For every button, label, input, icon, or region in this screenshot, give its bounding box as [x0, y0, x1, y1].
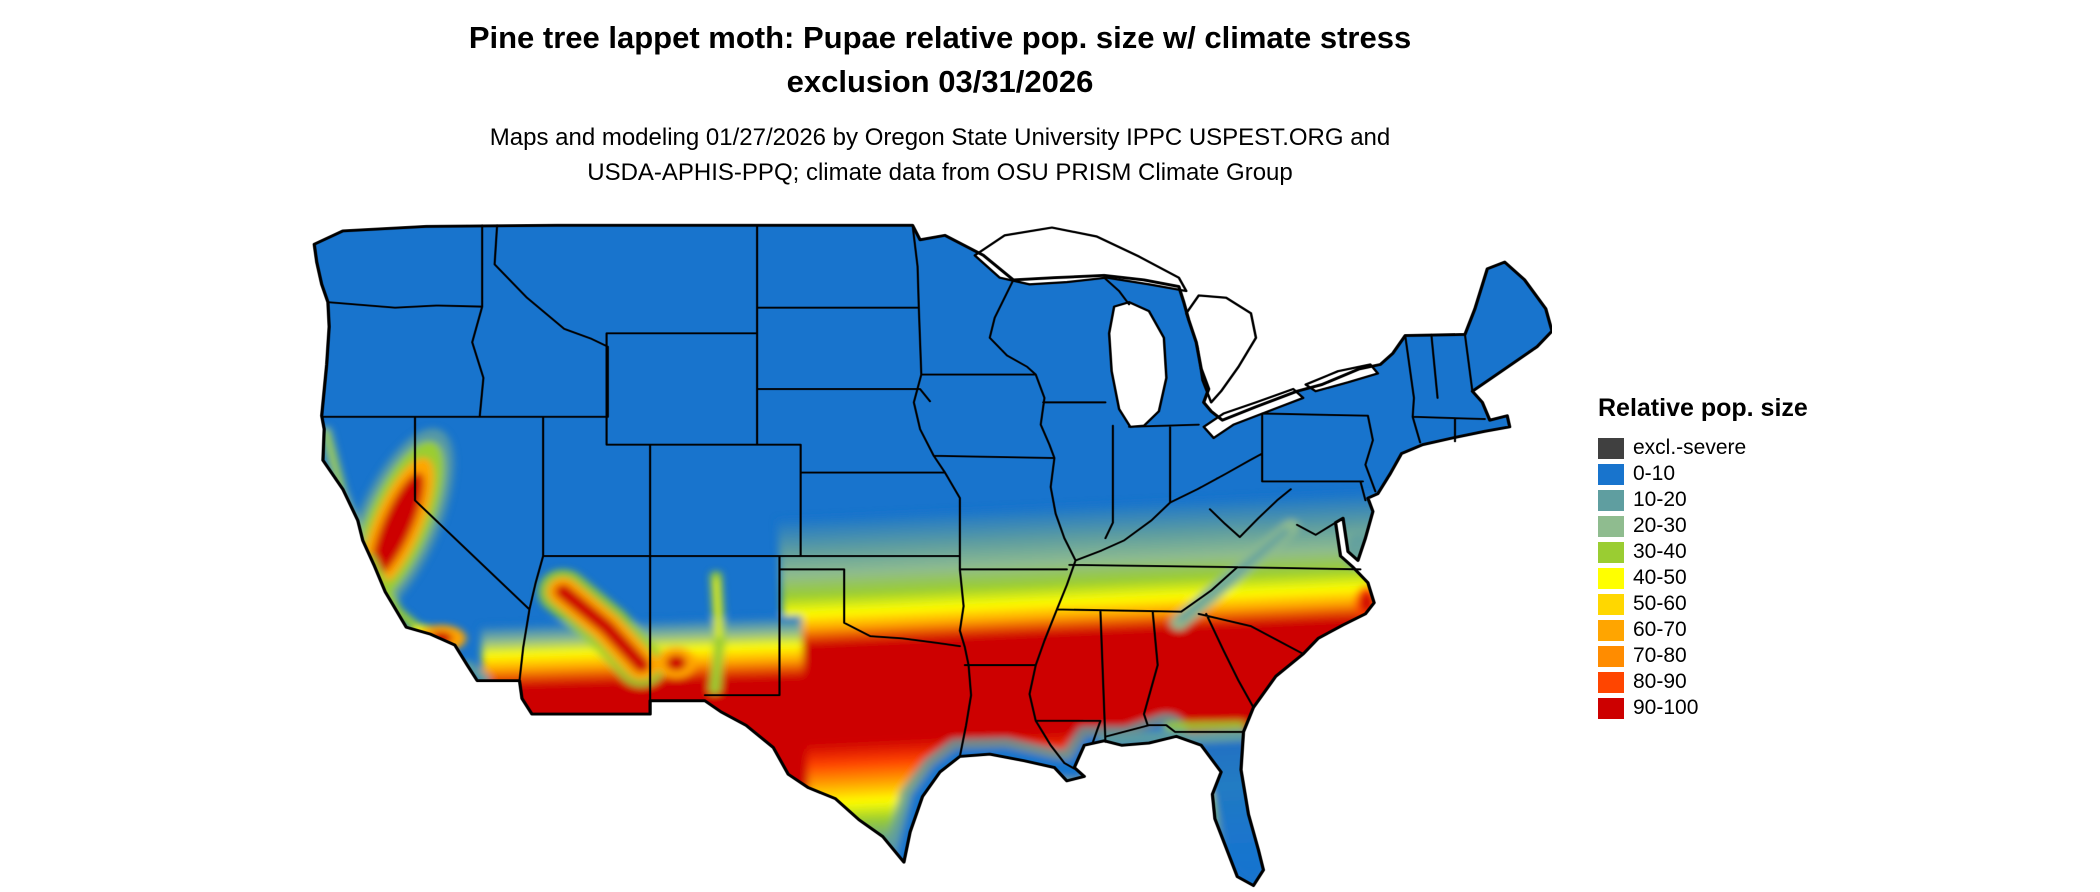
- legend-swatch: [1598, 593, 1624, 615]
- legend-label: 30-40: [1633, 540, 1687, 563]
- legend-swatch: [1598, 463, 1624, 485]
- legend-label: 70-80: [1633, 644, 1687, 667]
- us-map: [308, 222, 1552, 890]
- legend-item: 0-10: [1598, 461, 1808, 487]
- title-line-2: exclusion 03/31/2026: [786, 64, 1094, 99]
- legend-label: 50-60: [1633, 592, 1687, 615]
- legend-swatch: [1598, 671, 1624, 693]
- legend-swatch: [1598, 645, 1624, 667]
- legend-item: excl.-severe: [1598, 435, 1808, 461]
- legend-label: 60-70: [1633, 618, 1687, 641]
- page-title: Pine tree lappet moth: Pupae relative po…: [240, 16, 1640, 104]
- title-line-1: Pine tree lappet moth: Pupae relative po…: [468, 20, 1412, 55]
- legend-item: 90-100: [1598, 695, 1808, 721]
- legend-item: 50-60: [1598, 591, 1808, 617]
- legend-label: 20-30: [1633, 514, 1687, 537]
- subtitle-line-2: USDA-APHIS-PPQ; climate data from OSU PR…: [587, 159, 1293, 186]
- legend-label: 10-20: [1633, 488, 1687, 511]
- us-outline: [312, 223, 1552, 887]
- legend-item: 10-20: [1598, 487, 1808, 513]
- legend-swatch: [1598, 567, 1624, 589]
- lake-erie: [1202, 387, 1305, 440]
- legend-item: 60-70: [1598, 617, 1808, 643]
- legend-swatch: [1598, 697, 1624, 719]
- legend-label: 40-50: [1633, 566, 1687, 589]
- lake-michigan: [1107, 301, 1168, 428]
- legend-label: excl.-severe: [1633, 436, 1747, 459]
- legend-swatch: [1598, 541, 1624, 563]
- legend-swatch: [1598, 489, 1624, 511]
- legend-swatch: [1598, 437, 1624, 459]
- state-boundaries: [320, 224, 1486, 770]
- legend-item: 80-90: [1598, 669, 1808, 695]
- lake-superior: [973, 226, 1188, 293]
- legend-title: Relative pop. size: [1598, 394, 1808, 422]
- legend-item: 20-30: [1598, 513, 1808, 539]
- legend-item: 40-50: [1598, 565, 1808, 591]
- legend-item: 30-40: [1598, 539, 1808, 565]
- page-subtitle: Maps and modeling 01/27/2026 by Oregon S…: [240, 120, 1640, 190]
- legend-label: 80-90: [1633, 670, 1687, 693]
- us-map-svg: [312, 223, 1552, 887]
- subtitle-line-1: Maps and modeling 01/27/2026 by Oregon S…: [489, 124, 1391, 151]
- legend-label: 0-10: [1633, 462, 1676, 485]
- legend-swatch: [1598, 619, 1624, 641]
- legend-item: 70-80: [1598, 643, 1808, 669]
- legend-swatch: [1598, 515, 1624, 537]
- legend-label: 90-100: [1633, 696, 1699, 719]
- legend: Relative pop. size excl.-severe 0-10 10-…: [1598, 394, 1808, 721]
